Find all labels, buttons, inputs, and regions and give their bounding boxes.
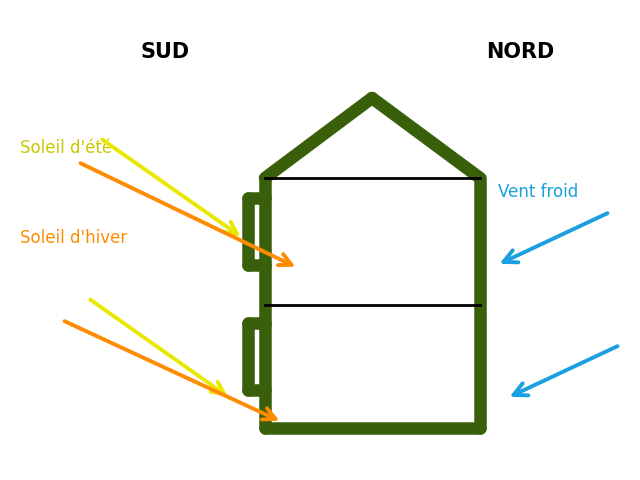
Text: Soleil d'hiver: Soleil d'hiver xyxy=(20,229,127,247)
Text: Vent froid: Vent froid xyxy=(498,183,579,201)
Text: NORD: NORD xyxy=(486,42,554,62)
Text: SUD: SUD xyxy=(140,42,189,62)
Text: Soleil d'été: Soleil d'été xyxy=(20,139,112,157)
